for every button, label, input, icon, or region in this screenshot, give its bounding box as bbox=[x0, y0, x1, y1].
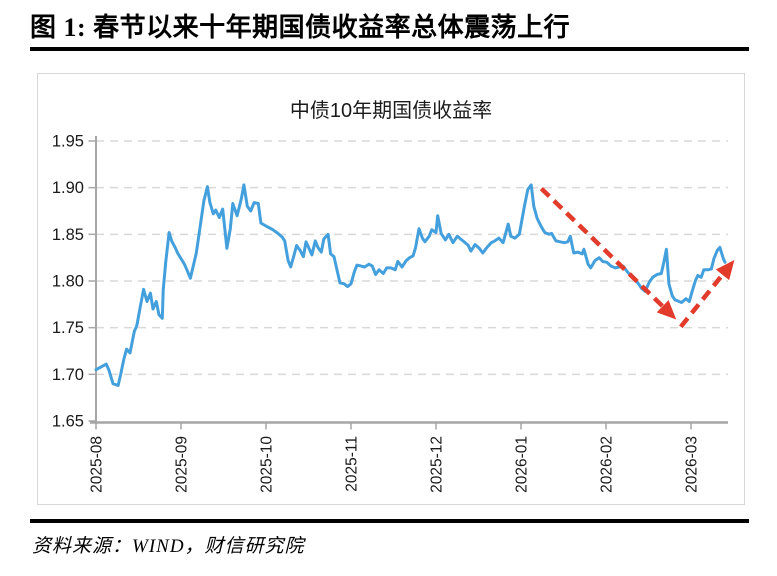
trend-arrow-up-head bbox=[715, 259, 735, 281]
trend-arrow-down bbox=[539, 186, 668, 311]
x-tick-label: 2026-03 bbox=[684, 436, 701, 493]
y-tick-label: 1.95 bbox=[52, 133, 84, 151]
x-tick-label: 2025-11 bbox=[344, 436, 361, 492]
figure-title: 图 1: 春节以来十年期国债收益率总体震荡上行 bbox=[30, 13, 571, 42]
x-tick-label: 2025-08 bbox=[89, 436, 106, 493]
title-divider bbox=[30, 47, 749, 51]
line-chart: 1.65 1.70 1.75 1.80 1.85 1.90 1.95 2025-08 2025-… bbox=[52, 133, 735, 493]
trend-arrow-down-head bbox=[656, 300, 677, 320]
y-tick-label: 1.65 bbox=[52, 413, 84, 431]
trend-arrow-up bbox=[679, 270, 727, 329]
yield-line bbox=[94, 183, 727, 387]
x-tick-label: 2025-10 bbox=[259, 436, 276, 493]
x-tick-label: 2026-02 bbox=[599, 436, 616, 493]
footer-divider bbox=[30, 519, 749, 523]
x-tick-label: 2026-01 bbox=[514, 436, 531, 493]
x-tick-label: 2025-09 bbox=[174, 436, 191, 493]
y-tick-label: 1.70 bbox=[52, 366, 84, 384]
y-tick-label: 1.80 bbox=[52, 273, 84, 291]
chart-container: 1.65 1.70 1.75 1.80 1.85 1.90 1.95 2025-08 2025-… bbox=[37, 73, 745, 505]
y-tick-label: 1.75 bbox=[52, 319, 84, 337]
x-tick-label: 2025-12 bbox=[429, 436, 446, 493]
source-note: 资料来源：WIND，财信研究院 bbox=[32, 536, 305, 557]
y-tick-label: 1.90 bbox=[52, 179, 84, 197]
y-tick-label: 1.85 bbox=[52, 226, 84, 244]
chart-title: 中债10年期国债收益率 bbox=[289, 100, 493, 122]
